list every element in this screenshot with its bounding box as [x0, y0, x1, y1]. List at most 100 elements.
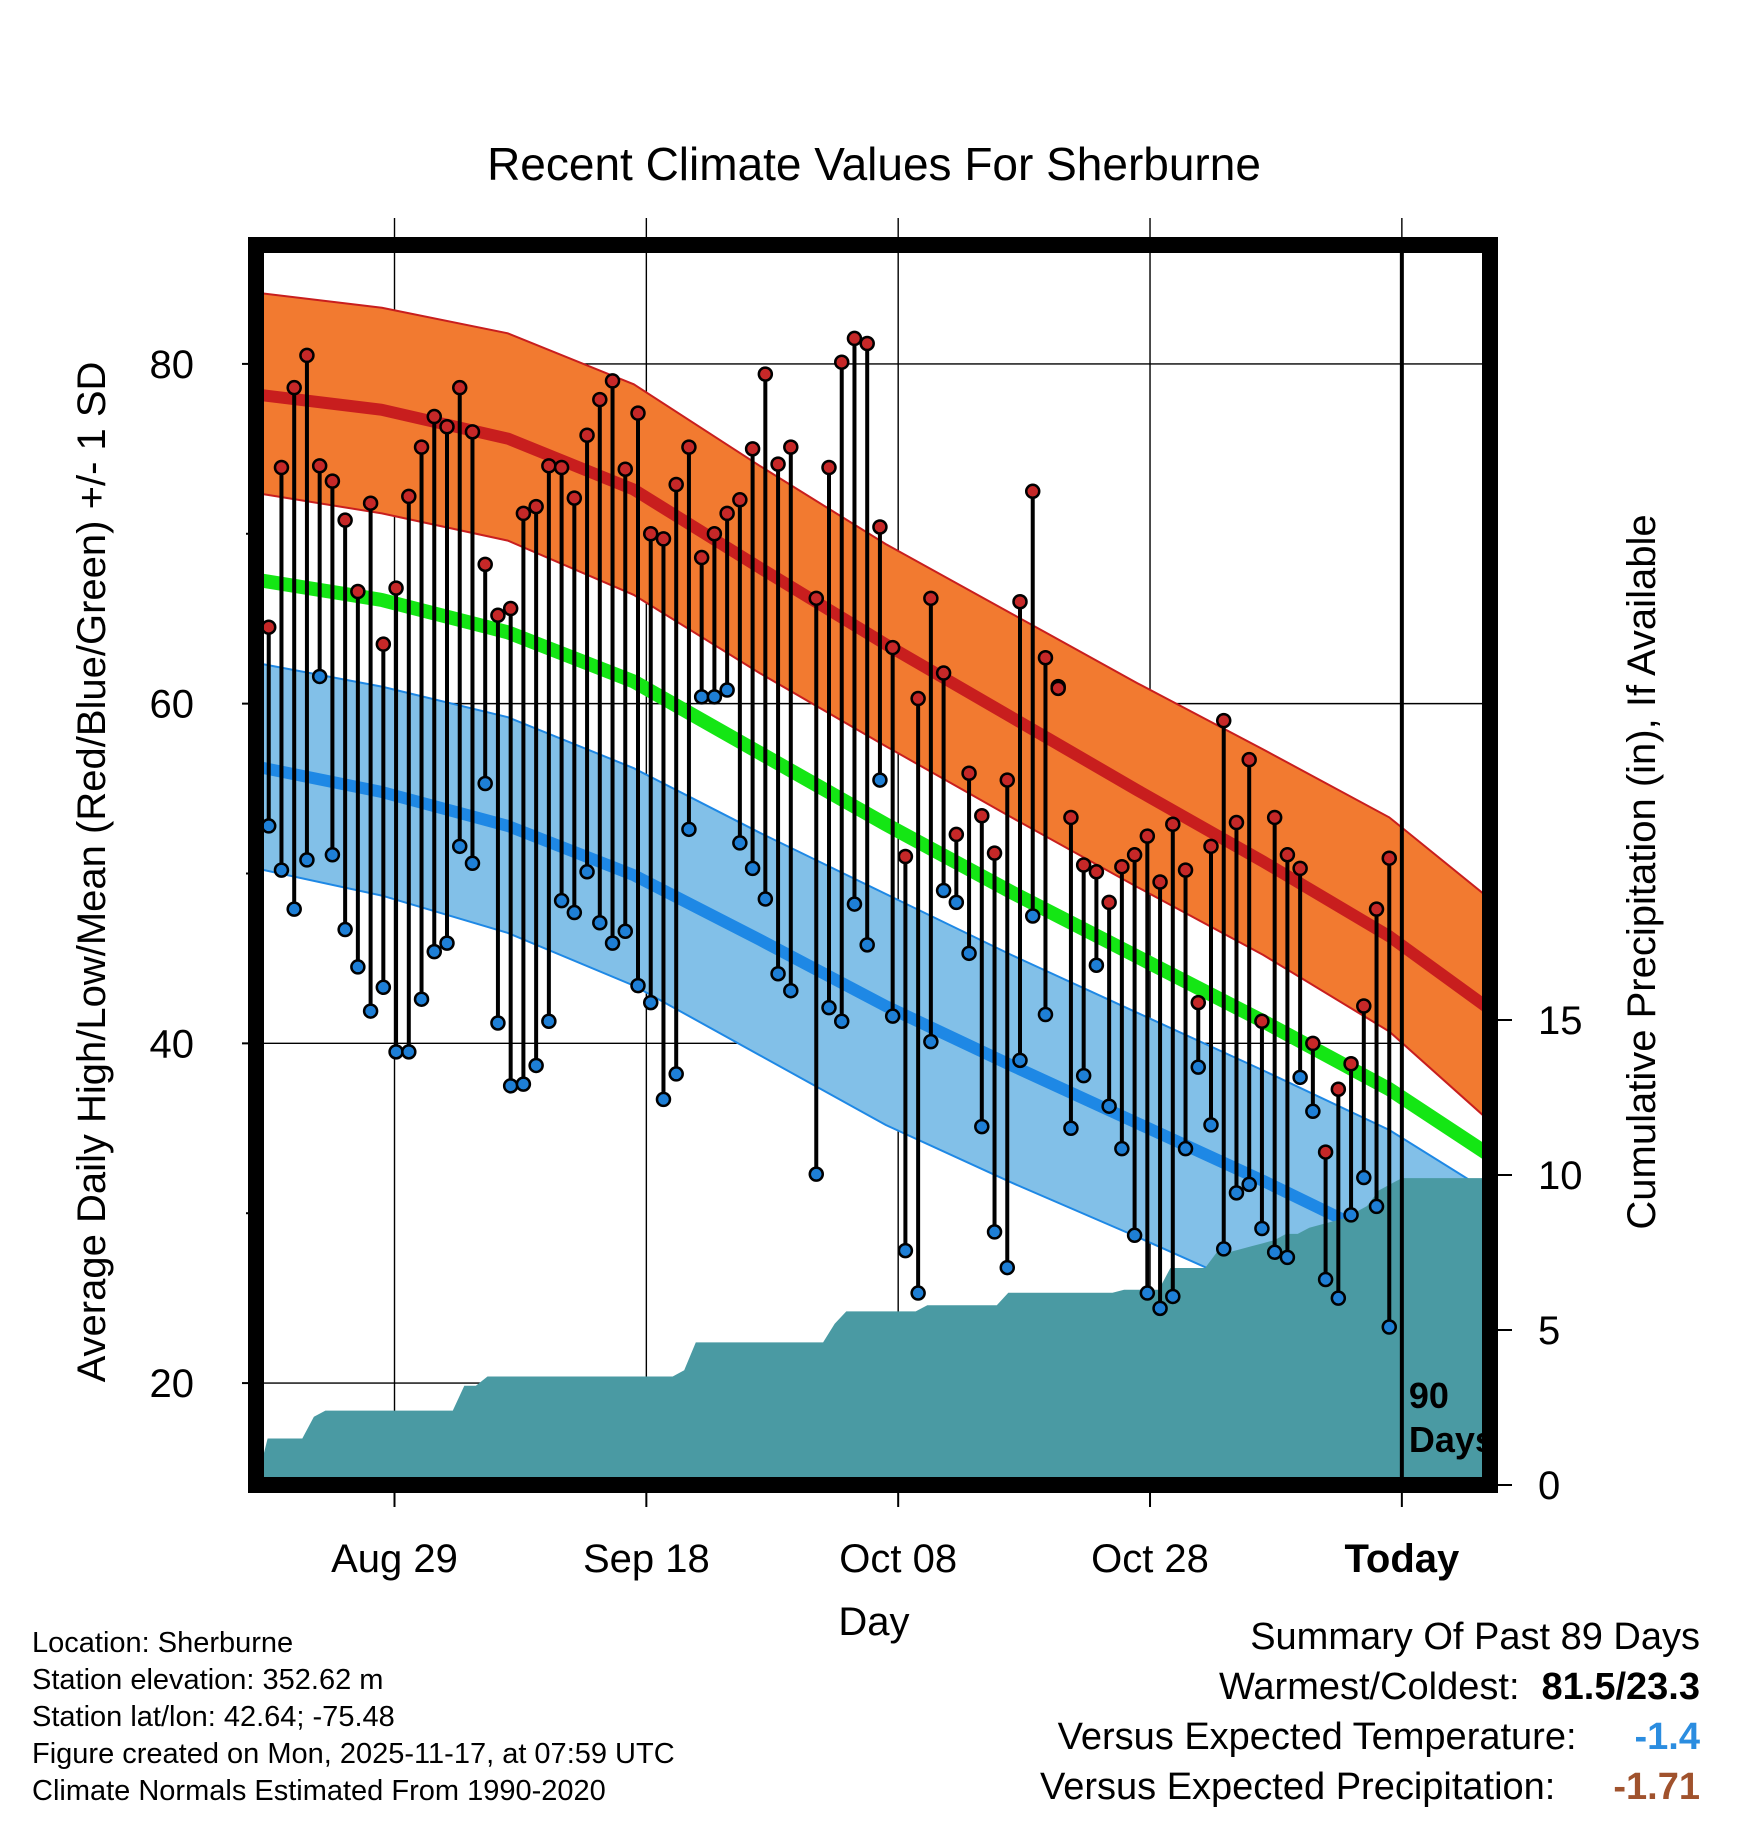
observed-high-point: [1114, 858, 1130, 875]
observed-low-point: [579, 864, 595, 880]
x-tick-label: Today: [1344, 1537, 1460, 1581]
observed-high-point: [1088, 864, 1105, 880]
observed-low-point: [1165, 1288, 1181, 1305]
observed-high-point: [1037, 650, 1054, 666]
observed-low-point: [592, 915, 608, 931]
plot-frame: [248, 237, 1498, 1493]
observed-low-point: [1228, 1185, 1245, 1201]
observed-high-point: [464, 424, 481, 440]
observed-high-point: [655, 531, 672, 547]
observed-high-point: [324, 473, 341, 489]
temp-departure-value: -1.4: [1634, 1716, 1700, 1758]
observed-high-point: [833, 354, 850, 370]
observed-low-point: [1088, 957, 1105, 973]
observed-high-point: [1215, 712, 1232, 729]
observed-low-point: [732, 835, 748, 851]
observed-high-point: [732, 492, 748, 508]
observed-high-point: [668, 476, 684, 493]
observed-high-point: [553, 459, 570, 476]
observed-high-point: [1063, 809, 1079, 826]
observed-high-point: [388, 580, 404, 596]
normals-text: Climate Normals Estimated From 1990-2020: [32, 1775, 606, 1807]
chart-title: Recent Climate Values For Sherburne: [487, 138, 1261, 190]
observed-high-point: [375, 636, 392, 652]
observed-high-point: [1050, 680, 1066, 697]
observed-high-point: [1317, 1144, 1334, 1160]
observed-low-point: [439, 935, 455, 951]
observed-low-point: [681, 821, 697, 838]
observed-low-point: [1139, 1285, 1156, 1301]
x-tick-label: Aug 29: [331, 1537, 458, 1581]
observed-high-point: [604, 373, 621, 389]
observed-high-point: [477, 556, 493, 573]
observed-low-point: [426, 943, 443, 960]
observed-high-point: [451, 379, 468, 396]
observed-high-point: [821, 459, 837, 476]
observed-low-point: [923, 1033, 939, 1050]
observed-high-point: [1356, 998, 1372, 1014]
observed-low-point: [1292, 1069, 1308, 1086]
observed-low-point: [477, 775, 493, 792]
y-right-tick-label: 5: [1538, 1309, 1560, 1353]
observed-high-point: [273, 459, 290, 476]
observed-high-point: [260, 619, 277, 635]
observed-high-point: [923, 590, 939, 607]
observed-high-point: [986, 845, 1003, 861]
observed-low-point: [630, 977, 646, 994]
normal-low-line: [256, 760, 1490, 1309]
observed-low-point: [604, 935, 621, 951]
observed-low-point: [1215, 1241, 1232, 1257]
observed-high-point: [999, 772, 1016, 788]
observed-low-point: [350, 959, 366, 975]
summary-title: Summary Of Past 89 Days: [1250, 1616, 1700, 1658]
precip-departure-label: Versus Expected Precipitation:: [1039, 1766, 1556, 1808]
observed-high-point: [1305, 1035, 1321, 1052]
observed-high-point: [566, 490, 583, 506]
observed-low-point: [617, 923, 634, 939]
observed-low-point: [1241, 1176, 1257, 1193]
y-left-tick-label: 60: [150, 683, 195, 727]
observed-high-point: [1203, 838, 1219, 855]
observed-low-point: [1037, 1006, 1054, 1023]
y-right-tick-label: 10: [1538, 1154, 1583, 1198]
observed-low-point: [757, 891, 774, 907]
observed-low-point: [1330, 1290, 1347, 1306]
temp-departure-label: Versus Expected Temperature:: [1057, 1716, 1577, 1758]
observed-low-point: [1075, 1067, 1092, 1084]
observed-high-point: [1381, 850, 1398, 866]
observed-high-point: [311, 458, 328, 474]
location-text: Location: Sherburne: [32, 1627, 294, 1659]
observed-high-point: [1101, 894, 1117, 911]
observed-low-point: [1266, 1244, 1283, 1261]
observed-high-point: [1228, 814, 1245, 831]
observed-low-point: [770, 965, 786, 982]
observed-high-point: [770, 456, 786, 472]
today-label-line2: Days: [1409, 1419, 1495, 1460]
observed-low-point: [1012, 1052, 1028, 1069]
observed-high-point: [528, 498, 544, 515]
observed-low-point: [286, 901, 302, 917]
observed-low-point: [999, 1259, 1016, 1276]
observed-low-point: [821, 999, 837, 1016]
observed-low-point: [1317, 1271, 1334, 1288]
observed-high-point: [1343, 1055, 1359, 1072]
observed-high-point: [1254, 1013, 1270, 1030]
observed-high-point: [299, 347, 315, 364]
observed-low-point: [642, 994, 659, 1011]
observed-low-point: [974, 1118, 990, 1135]
summary-panel: Summary Of Past 89 Days Warmest/Coldest:…: [1040, 1612, 1700, 1812]
observed-low-point: [260, 818, 277, 834]
observed-high-point: [502, 600, 519, 617]
observed-low-point: [846, 896, 863, 912]
observed-low-point: [897, 1242, 914, 1259]
observed-high-point: [706, 526, 723, 542]
observed-low-point: [859, 937, 875, 953]
elevation-text: Station elevation: 352.62 m: [32, 1664, 384, 1696]
observed-low-point: [668, 1066, 684, 1082]
x-tick-label: Oct 08: [839, 1537, 957, 1581]
observed-high-point: [948, 826, 965, 843]
observed-high-point: [592, 391, 608, 408]
observed-low-point: [884, 1008, 901, 1024]
observed-high-point: [1266, 809, 1283, 826]
observed-high-point: [846, 330, 863, 347]
